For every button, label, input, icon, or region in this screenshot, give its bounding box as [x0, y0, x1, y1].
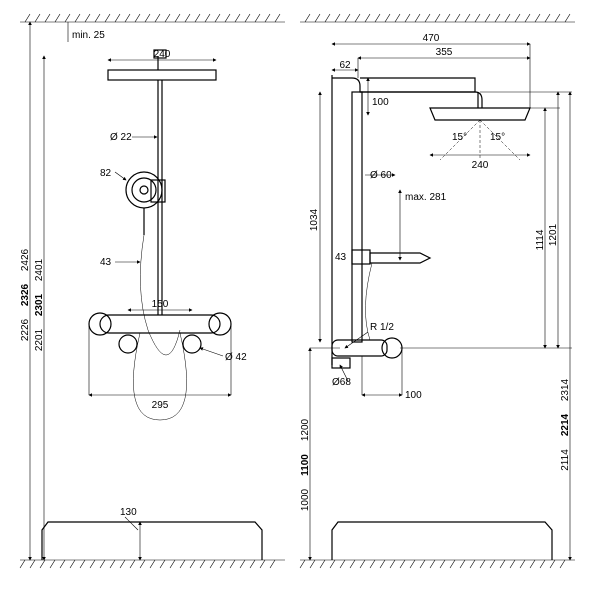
left-view: 2226 2326 2426 2201 2301 2401 min. 25 24… [20, 14, 285, 568]
arm-470: 470 [423, 33, 440, 44]
shower-hose-left [140, 235, 180, 355]
wall-union-dia: Ø 42 [225, 352, 247, 363]
hand-shower-side [352, 250, 430, 264]
floor-hatch-left [20, 560, 285, 568]
thermostat-side [332, 338, 402, 368]
right-view: 470 355 62 100 15° 15° 240 Ø 60 max. 281 [300, 14, 575, 568]
height-2201: 2201 [34, 328, 45, 351]
riser-dia: Ø 22 [110, 132, 132, 143]
ih-1100: 1100 [300, 454, 311, 476]
height-2301: 2301 [34, 293, 45, 316]
hand-shower-front: 82 [100, 168, 165, 235]
v-1034: 1034 [309, 208, 320, 231]
arm-62: 62 [339, 60, 351, 71]
floor-hatch-right [300, 560, 575, 568]
hose-43: 43 [100, 257, 112, 268]
conn-150: 150 [152, 299, 169, 310]
hand-offset: 82 [100, 168, 112, 179]
spray-240: 240 [472, 160, 489, 171]
drop-100: 100 [372, 97, 389, 108]
r-half: R 1/2 [370, 322, 394, 333]
height-2326: 2326 [20, 283, 31, 306]
ih-1000: 1000 [300, 488, 311, 511]
shower-tray-right [332, 522, 552, 560]
h-2114: 2114 [560, 449, 571, 471]
spray-15b: 15° [490, 132, 505, 143]
height-2226: 2226 [20, 318, 31, 341]
h-1114: 1114 [535, 229, 546, 250]
arm-355: 355 [436, 47, 453, 58]
spray-15a: 15° [452, 132, 467, 143]
head-width: 240 [154, 49, 171, 60]
ceiling-hatch-left [20, 14, 285, 22]
thermostat-front: 150 [89, 299, 231, 353]
ih-1200: 1200 [300, 418, 311, 441]
drawing-svg: 2226 2326 2426 2201 2301 2401 min. 25 24… [0, 0, 593, 600]
height-2401: 2401 [34, 258, 45, 281]
thermo-width: 295 [152, 400, 169, 411]
riser-60: Ø 60 [370, 170, 392, 181]
d68: Ø68 [332, 377, 351, 388]
technical-drawing: 2226 2326 2426 2201 2301 2401 min. 25 24… [0, 0, 593, 600]
hose-100: 100 [405, 390, 422, 401]
height-2426: 2426 [20, 248, 31, 271]
h-1201: 1201 [548, 223, 559, 246]
ceiling-hatch-right [300, 14, 575, 22]
max-281: max. 281 [405, 192, 447, 203]
overhead-shower-front: 240 [108, 49, 216, 80]
ceiling-gap: min. 25 [72, 30, 105, 41]
shower-tray-left [42, 522, 262, 560]
hand-43: 43 [335, 252, 347, 263]
h-2214: 2214 [560, 413, 571, 436]
floor-130: 130 [120, 507, 137, 518]
h-2314: 2314 [560, 378, 571, 401]
